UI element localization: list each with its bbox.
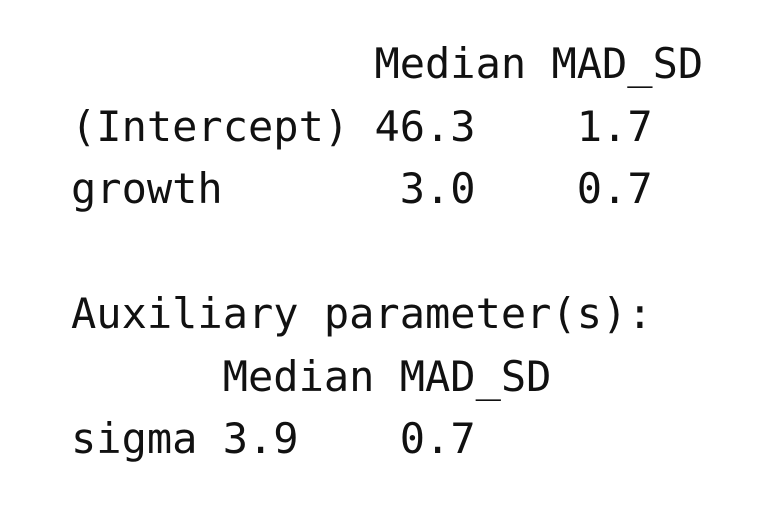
coef-header-median: Median xyxy=(374,39,527,88)
auxiliary-title-row: Auxiliary parameter(s): xyxy=(71,283,703,346)
coef-header-row: Median MAD_SD xyxy=(71,33,703,96)
auxiliary-row-sigma: sigma 3.9 0.7 xyxy=(71,408,703,471)
term-label: (Intercept) xyxy=(71,101,350,151)
term-label: growth xyxy=(71,164,223,213)
median-value: 3.0 xyxy=(399,164,476,213)
coef-row-growth: growth 3.0 0.7 xyxy=(71,158,703,221)
median-value: 3.9 xyxy=(222,414,299,463)
coef-row-intercept: (Intercept) 46.3 1.7 xyxy=(71,96,703,159)
auxiliary-title: Auxiliary parameter(s): xyxy=(71,289,653,338)
blank-line xyxy=(71,221,703,284)
auxiliary-header-row: Median MAD_SD xyxy=(71,346,703,409)
term-label: sigma xyxy=(71,414,198,463)
mad-sd-value: 0.7 xyxy=(399,414,476,463)
aux-header-mad-sd: MAD_SD xyxy=(399,351,552,401)
mad-sd-value: 1.7 xyxy=(576,101,653,151)
mad-sd-value: 0.7 xyxy=(576,164,653,213)
median-value: 46.3 xyxy=(374,101,476,151)
aux-header-median: Median xyxy=(222,351,375,401)
coef-header-mad-sd: MAD_SD xyxy=(551,39,704,88)
regression-output: Median MAD_SD (Intercept) 46.3 1.7 growth … xyxy=(71,33,703,471)
